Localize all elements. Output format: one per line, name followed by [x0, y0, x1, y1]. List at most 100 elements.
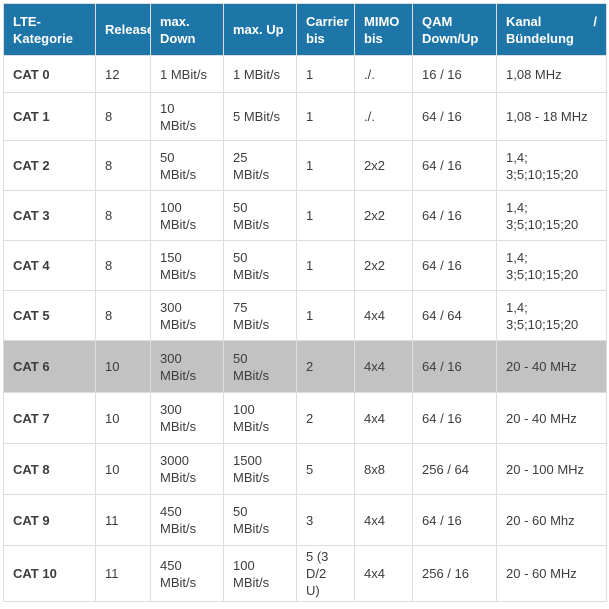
category-cell: CAT 3: [3, 190, 96, 241]
data-cell: 2x2: [354, 190, 413, 241]
header-text: QAM: [422, 13, 453, 29]
data-cell: 300 MBit/s: [150, 340, 224, 393]
header-text: Kategorie: [13, 30, 73, 46]
data-cell: 1: [296, 290, 355, 341]
data-cell: 8: [95, 190, 151, 241]
data-cell: 25 MBit/s: [223, 140, 297, 191]
data-cell: 8: [95, 92, 151, 141]
data-cell: 5 MBit/s: [223, 92, 297, 141]
data-cell: 450 MBit/s: [150, 545, 224, 602]
data-cell: 1: [296, 240, 355, 291]
data-cell: 1: [296, 140, 355, 191]
header-text: LTE-: [13, 13, 41, 29]
category-cell: CAT 4: [3, 240, 96, 291]
category-cell: CAT 7: [3, 392, 96, 444]
data-cell: 256 / 16: [412, 545, 497, 602]
data-cell: 75 MBit/s: [223, 290, 297, 341]
header-cell-max-down: max. Down: [150, 3, 224, 56]
data-cell: ./.: [354, 55, 413, 93]
category-cell: CAT 1: [3, 92, 96, 141]
table-row-cat-9: CAT 9 11 450 MBit/s 50 MBit/s 3 4x4 64 / 16 20 …: [3, 494, 607, 546]
data-cell: 256 / 64: [412, 443, 497, 495]
data-cell: 1,4; 3;5;10;15;20: [496, 140, 607, 191]
category-cell: CAT 5: [3, 290, 96, 341]
table-row-cat-2: CAT 2 8 50 MBit/s 25 MBit/s 1 2x2 64 / 16 1,4; …: [3, 140, 607, 191]
data-cell: 10: [95, 392, 151, 444]
header-text: Down/Up: [422, 30, 479, 46]
category-cell: CAT 9: [3, 494, 96, 546]
data-cell: 64 / 16: [412, 240, 497, 291]
table-row-cat-8: CAT 8 10 3000 MBit/s 1500 MBit/s 5 8x8 256 / 6…: [3, 443, 607, 495]
header-text: max. Up: [233, 22, 284, 37]
data-cell: 1500 MBit/s: [223, 443, 297, 495]
data-cell: 10: [95, 443, 151, 495]
data-cell: 50 MBit/s: [150, 140, 224, 191]
data-cell: 1,08 - 18 MHz: [496, 92, 607, 141]
table-bottom-gap: [3, 602, 606, 609]
data-cell: 1: [296, 55, 355, 93]
data-cell: ./.: [354, 92, 413, 141]
header-text: Carrier: [306, 13, 349, 29]
data-cell: 2x2: [354, 140, 413, 191]
header-text: Down: [160, 30, 196, 46]
header-cell-release: Release: [95, 3, 151, 56]
data-cell: 12: [95, 55, 151, 93]
header-cell-mimo-bis: MIMO bis: [354, 3, 413, 56]
data-cell: 5 (3 D/2 U): [296, 545, 355, 602]
header-text: Bündelung: [506, 30, 574, 46]
data-cell: 1: [296, 190, 355, 241]
data-cell: 4x4: [354, 392, 413, 444]
data-cell: 100 MBit/s: [223, 392, 297, 444]
data-cell: 2: [296, 340, 355, 393]
data-cell: 4x4: [354, 340, 413, 393]
header-slash: /: [593, 13, 597, 29]
header-text: max.: [160, 13, 190, 29]
header-cell-carrier-bis: Carrier bis: [296, 3, 355, 56]
category-cell: CAT 6: [3, 340, 96, 393]
data-cell: 50 MBit/s: [223, 494, 297, 546]
data-cell: 64 / 16: [412, 494, 497, 546]
header-cell-lte-kategorie: LTE- Kategorie: [3, 3, 96, 56]
data-cell: 8: [95, 240, 151, 291]
data-cell: 1,4; 3;5;10;15;20: [496, 190, 607, 241]
category-cell: CAT 0: [3, 55, 96, 93]
table-row-cat-3: CAT 3 8 100 MBit/s 50 MBit/s 1 2x2 64 / 16 1,4;…: [3, 190, 607, 241]
data-cell: 16 / 16: [412, 55, 497, 93]
data-cell: 300 MBit/s: [150, 290, 224, 341]
data-cell: 64 / 16: [412, 140, 497, 191]
data-cell: 50 MBit/s: [223, 240, 297, 291]
data-cell: 8: [95, 290, 151, 341]
data-cell: 11: [95, 545, 151, 602]
table-row-cat-7: CAT 7 10 300 MBit/s 100 MBit/s 2 4x4 64 / 16 20…: [3, 392, 607, 444]
data-cell: 1,4; 3;5;10;15;20: [496, 290, 607, 341]
category-cell: CAT 8: [3, 443, 96, 495]
data-cell: 5: [296, 443, 355, 495]
data-cell: 64 / 16: [412, 392, 497, 444]
table-row-cat-5: CAT 5 8 300 MBit/s 75 MBit/s 1 4x4 64 / 64 1,4;…: [3, 290, 607, 341]
table-row-cat-4: CAT 4 8 150 MBit/s 50 MBit/s 1 2x2 64 / 16 1,4;…: [3, 240, 607, 291]
data-cell: 1 MBit/s: [223, 55, 297, 93]
data-cell: 150 MBit/s: [150, 240, 224, 291]
table-row-cat-6: CAT 6 10 300 MBit/s 50 MBit/s 2 4x4 64 / 16 20 …: [3, 340, 607, 393]
data-cell: 4x4: [354, 290, 413, 341]
category-cell: CAT 10: [3, 545, 96, 602]
data-cell: 1,4; 3;5;10;15;20: [496, 240, 607, 291]
data-cell: 100 MBit/s: [150, 190, 224, 241]
data-cell: 20 - 60 MHz: [496, 545, 607, 602]
data-cell: 50 MBit/s: [223, 190, 297, 241]
data-cell: 3000 MBit/s: [150, 443, 224, 495]
data-cell: 8: [95, 140, 151, 191]
data-cell: 11: [95, 494, 151, 546]
data-cell: 10 MBit/s: [150, 92, 224, 141]
header-text: Release: [105, 22, 151, 37]
table-row-cat-0: CAT 0 12 1 MBit/s 1 MBit/s 1 ./. 16 / 16 1,08 M…: [3, 55, 607, 93]
data-cell: 450 MBit/s: [150, 494, 224, 546]
data-cell: 8x8: [354, 443, 413, 495]
data-cell: 50 MBit/s: [223, 340, 297, 393]
data-cell: 1: [296, 92, 355, 141]
header-text: Kanal: [506, 13, 542, 29]
table-header: LTE- Kategorie Release max. Down max. Up Carri…: [3, 3, 607, 56]
data-cell: 2x2: [354, 240, 413, 291]
data-cell: 20 - 40 MHz: [496, 340, 607, 393]
